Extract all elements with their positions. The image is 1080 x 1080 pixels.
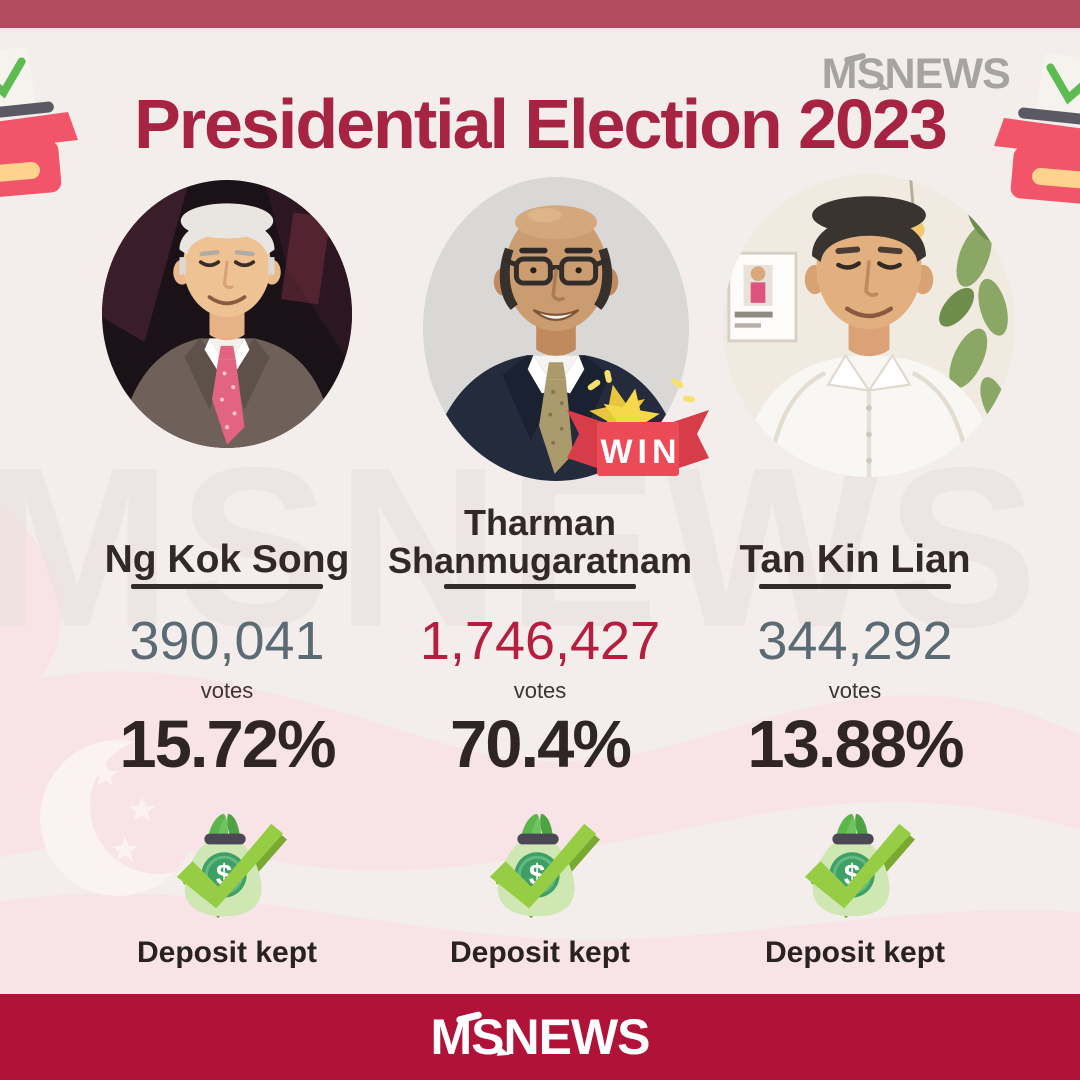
logo-letters-news: NEWS (503, 1009, 651, 1065)
vote-percentage: 15.72% (119, 707, 336, 782)
candidate-column-ng-kok-song: Ng Kok Song 390,041 votes 15.72% $ Depos… (62, 0, 392, 1000)
logo-letters-news: NEWS (884, 50, 1010, 98)
msnews-logo-footer: M S NEWS (430, 1008, 651, 1066)
vote-count: 390,041 (129, 611, 325, 671)
vote-percentage: 70.4% (450, 707, 632, 782)
votes-unit-label: votes (828, 678, 882, 703)
deposit-status-label: Deposit kept (449, 936, 631, 969)
candidate-column-tan-kin-lian: Tan Kin Lian 344,292 votes 13.88% $ Depo… (690, 0, 1020, 1000)
money-bag-check-icon: $ (804, 813, 915, 919)
logo-letter-s-arrow: S (856, 50, 886, 98)
candidate-name: Tharman Shanmugaratnam (387, 501, 693, 581)
flag-stars (55, 762, 155, 863)
money-bag-check-icon: $ (176, 813, 287, 919)
msnews-logo-top: M S NEWS (822, 50, 1011, 99)
candidate-photo-ng-kok-song (102, 180, 352, 448)
plant-leaves (939, 198, 1009, 428)
vote-count-winner: 1,746,427 (419, 611, 661, 671)
votes-unit-label: votes (200, 678, 254, 703)
ballot-box-icon (0, 47, 78, 199)
name-underline (131, 584, 323, 589)
candidate-name: Tan Kin Lian (739, 537, 971, 581)
deposit-status-label: Deposit kept (764, 936, 946, 969)
page-title: Presidential Election 2023 (134, 85, 948, 163)
name-underline (444, 584, 636, 589)
top-accent-bar (0, 0, 1080, 32)
sparkle-icon (587, 370, 695, 403)
money-bag-check-icon: $ (489, 813, 600, 919)
logo-letter-s-arrow: S (471, 1009, 504, 1065)
candidate-column-tharman: WIN Tharman Shanmugaratnam 1,746,427 vot… (375, 0, 709, 1000)
deposit-status-label: Deposit kept (136, 936, 318, 969)
candidate-name: Ng Kok Song (104, 537, 350, 581)
win-label: WIN (600, 433, 681, 471)
vote-percentage: 13.88% (747, 707, 964, 782)
votes-unit-label: votes (513, 678, 567, 703)
candidate-photo-tan-kin-lian (723, 174, 1015, 477)
footer-banner: M S NEWS (0, 994, 1080, 1080)
vote-count: 344,292 (757, 611, 953, 671)
win-badge: WIN (567, 370, 709, 476)
name-underline (759, 584, 951, 589)
